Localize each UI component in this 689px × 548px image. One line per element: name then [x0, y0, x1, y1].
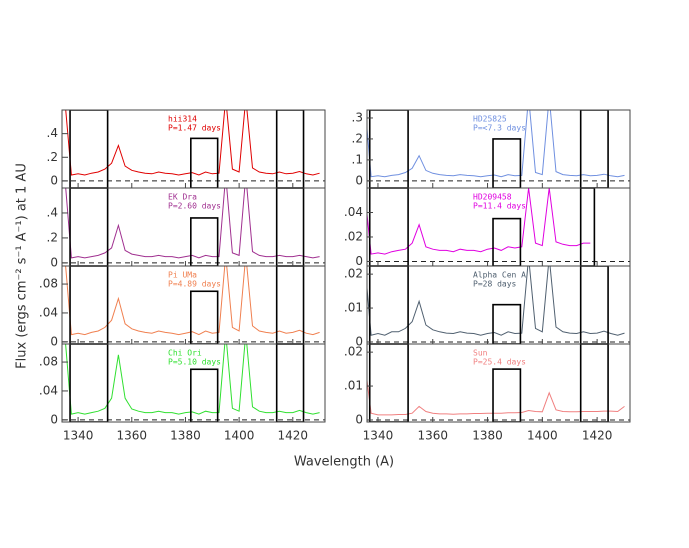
y-tick-label: .3 [352, 110, 363, 124]
region-box [492, 138, 522, 188]
y-tick-label: 0 [50, 255, 58, 269]
region-box [190, 290, 219, 344]
star-period: P=11.4 days [473, 202, 526, 211]
region-box [275, 188, 305, 266]
panel [367, 344, 630, 422]
panel [367, 188, 630, 266]
star-name: HD209458 [473, 193, 512, 202]
region-box [579, 344, 609, 422]
region-box [190, 137, 219, 188]
panel-frame [61, 343, 326, 423]
region-box [275, 266, 305, 344]
panel [367, 110, 630, 188]
region-box [275, 110, 305, 188]
y-tick-label: .04 [344, 205, 363, 219]
y-tick-label: .08 [39, 277, 58, 291]
y-tick-label: .01 [344, 301, 363, 315]
region-box [368, 344, 409, 422]
region-box [579, 266, 609, 344]
region-box [69, 110, 109, 188]
star-period: P=4.89 days [168, 280, 221, 289]
x-tick-label: 1360 [417, 429, 448, 443]
y-tick-label: .01 [344, 379, 363, 393]
region-box [492, 368, 522, 422]
y-tick-label: .04 [39, 305, 58, 319]
star-name: Chi Ori [168, 349, 202, 358]
region-box [69, 266, 109, 344]
y-tick-label: .2 [47, 230, 58, 244]
region-box [368, 188, 409, 266]
spectrum-line [367, 188, 591, 255]
star-name: EK Dra [168, 193, 197, 202]
region-box [190, 217, 219, 266]
region-box [69, 188, 109, 266]
x-tick-label: 1340 [363, 429, 394, 443]
star-name: Sun [473, 349, 488, 358]
y-tick-label: 0 [355, 254, 363, 268]
region-box [368, 266, 409, 344]
y-tick-label: .02 [344, 229, 363, 243]
x-tick-label: 1380 [170, 429, 201, 443]
region-box [368, 110, 409, 188]
spectrum-line [65, 266, 320, 336]
star-period: P=1.47 days [168, 124, 221, 133]
panel [62, 344, 325, 422]
x-tick-label: 1340 [63, 429, 94, 443]
region-box [275, 344, 305, 422]
x-tick-label: 1360 [117, 429, 148, 443]
region-box [190, 368, 219, 422]
x-axis-label: Wavelength (A) [294, 455, 394, 470]
y-tick-label: 0 [355, 412, 363, 426]
y-tick-label: .1 [352, 152, 363, 166]
y-tick-label: 0 [50, 334, 58, 348]
y-tick-label: 0 [50, 412, 58, 426]
spectrum-line [367, 266, 625, 336]
spectrum-line [65, 344, 320, 415]
y-axis-label: Flux (ergs cm⁻² s⁻¹ A⁻¹) at 1 AU [15, 163, 30, 369]
x-tick-label: 1420 [582, 429, 613, 443]
y-tick-label: .2 [352, 131, 363, 145]
y-tick-label: .02 [344, 267, 363, 281]
star-name: Alpha Cen A [473, 271, 526, 280]
panel [367, 266, 630, 344]
star-period: P=25.4 days [473, 358, 526, 367]
spectrum-line [367, 376, 625, 416]
y-tick-label: .04 [39, 383, 58, 397]
star-period: P=5.10 days [168, 358, 221, 367]
spectrum-line [367, 110, 625, 178]
region-box [579, 110, 609, 188]
y-tick-label: 0 [355, 334, 363, 348]
panel [62, 188, 325, 266]
region-box [69, 344, 109, 422]
y-tick-label: .02 [344, 345, 363, 359]
star-period: P=<7.3 days [473, 124, 526, 133]
star-period: P=28 days [473, 280, 517, 289]
x-tick-label: 1400 [527, 429, 558, 443]
region-box [492, 303, 522, 344]
star-period: P=2.60 days [168, 202, 221, 211]
y-tick-label: .08 [39, 355, 58, 369]
star-name: hii314 [168, 115, 197, 124]
star-name: Pi UMa [168, 271, 197, 280]
panel [62, 110, 325, 188]
panel-frame [366, 343, 631, 423]
star-name: HD25825 [473, 115, 507, 124]
region-box [492, 217, 522, 266]
x-tick-label: 1420 [278, 429, 309, 443]
y-tick-label: .4 [47, 205, 58, 219]
y-tick-label: 0 [50, 173, 58, 187]
region-box [579, 188, 596, 266]
y-tick-label: .4 [47, 126, 58, 140]
y-tick-label: .2 [47, 150, 58, 164]
x-tick-label: 1380 [472, 429, 503, 443]
y-tick-label: 0 [355, 173, 363, 187]
panel [62, 266, 325, 344]
x-tick-label: 1400 [224, 429, 255, 443]
